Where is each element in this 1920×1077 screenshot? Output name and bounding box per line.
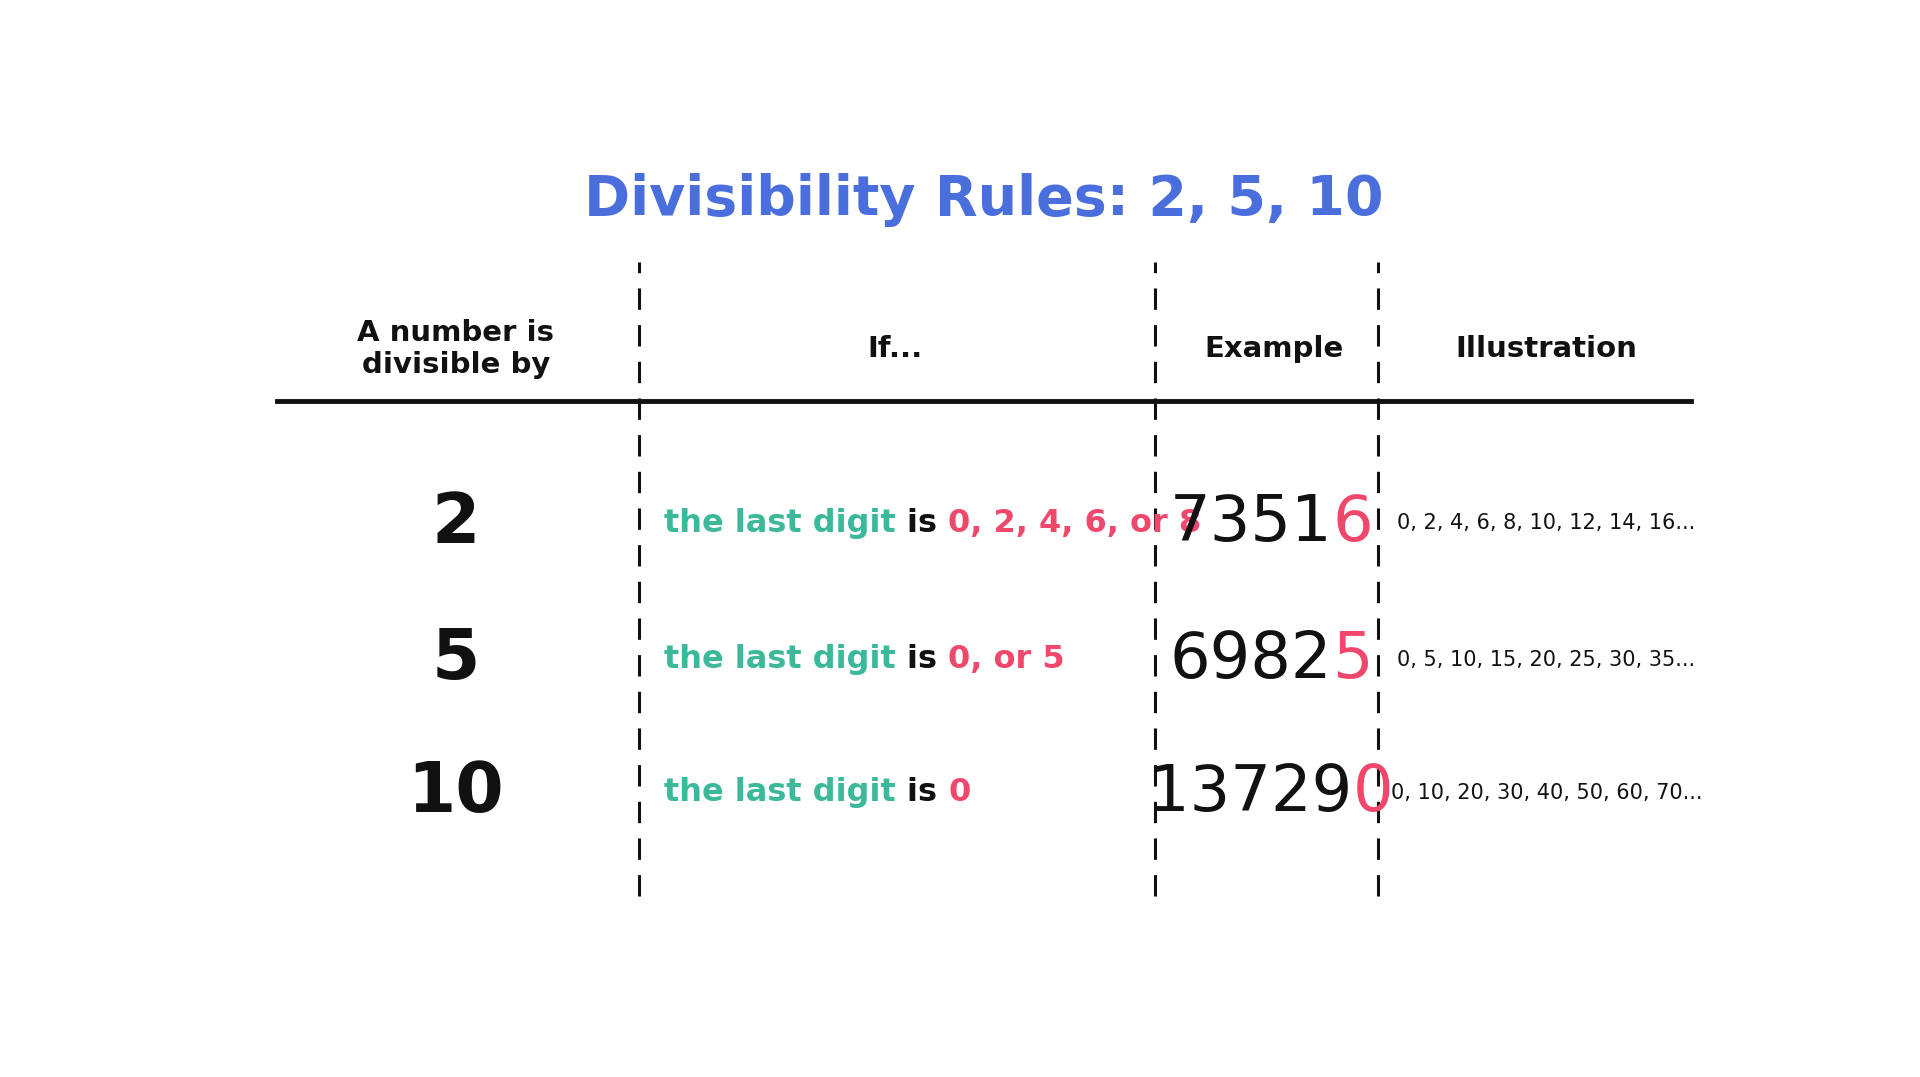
Text: 0, 10, 20, 30, 40, 50, 60, 70...: 0, 10, 20, 30, 40, 50, 60, 70...	[1390, 783, 1703, 802]
Text: 0: 0	[948, 778, 970, 808]
Text: 6: 6	[1332, 492, 1373, 555]
Text: 10: 10	[407, 759, 505, 826]
Text: 13729: 13729	[1150, 761, 1352, 824]
Text: 6982: 6982	[1169, 629, 1332, 691]
Text: is: is	[906, 644, 948, 675]
Text: is: is	[906, 778, 948, 808]
Text: 5: 5	[432, 627, 480, 694]
Text: 0: 0	[1352, 761, 1394, 824]
Text: is: is	[906, 507, 948, 538]
Text: 2: 2	[432, 490, 480, 557]
Text: Divisibility Rules: 2, 5, 10: Divisibility Rules: 2, 5, 10	[584, 172, 1384, 227]
Text: 0, 5, 10, 15, 20, 25, 30, 35...: 0, 5, 10, 15, 20, 25, 30, 35...	[1398, 651, 1695, 670]
Text: the last digit: the last digit	[664, 778, 906, 808]
Text: the last digit: the last digit	[664, 644, 906, 675]
Text: Illustration: Illustration	[1455, 335, 1638, 363]
Text: 5: 5	[1332, 629, 1373, 691]
Text: If...: If...	[868, 335, 922, 363]
Text: 0, 2, 4, 6, 8, 10, 12, 14, 16...: 0, 2, 4, 6, 8, 10, 12, 14, 16...	[1398, 513, 1695, 533]
Text: A number is
divisible by: A number is divisible by	[357, 319, 555, 379]
Text: the last digit: the last digit	[664, 507, 906, 538]
Text: 0, or 5: 0, or 5	[948, 644, 1066, 675]
Text: 7351: 7351	[1169, 492, 1332, 555]
Text: Example: Example	[1204, 335, 1344, 363]
Text: 0, 2, 4, 6, or 8: 0, 2, 4, 6, or 8	[948, 507, 1202, 538]
